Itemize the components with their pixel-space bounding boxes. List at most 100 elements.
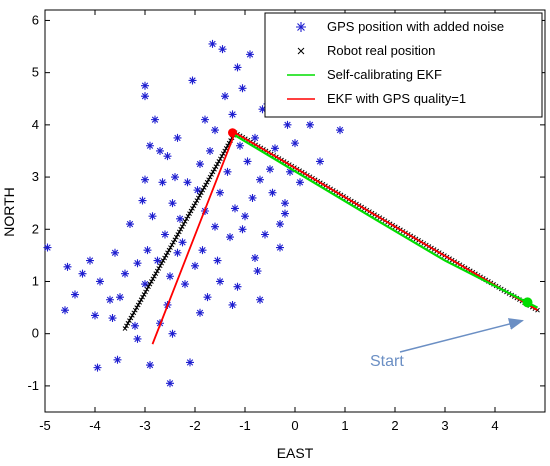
robot-marker [181,221,187,227]
robot-marker [207,174,213,180]
gps-point [201,115,209,124]
gps-point [168,329,177,338]
gps-point [141,175,149,184]
gps-point [163,152,172,161]
gps-point [161,230,169,239]
gps-point [246,50,254,59]
y-tick-label: 4 [32,117,39,132]
gps-point [78,269,87,278]
gps-point [211,222,219,231]
robot-marker [188,208,194,214]
x-tick-label: -1 [239,418,251,433]
gps-point [171,173,179,182]
gps-point [243,157,252,166]
robot-marker [122,326,128,331]
gps-point [113,355,122,364]
gps-point [271,144,279,153]
gps-point [146,361,154,370]
gps-point [186,358,194,367]
gps-point [121,269,129,278]
gps-point [291,139,299,148]
robot-marker [182,219,188,224]
robot-marker [163,253,169,258]
gps-point [283,120,292,129]
robot-marker [201,185,207,190]
robot-marker [187,211,192,216]
robot-marker [190,206,195,211]
y-tick-label: 0 [32,326,39,341]
x-tick-label: 3 [441,418,448,433]
gps-point [266,165,274,174]
robot-marker [173,234,179,240]
gps-point [86,256,94,265]
robot-marker [185,213,191,219]
robot-marker [138,297,144,303]
start-label: Start [370,353,404,370]
robot-marker [124,323,129,329]
robot-marker [128,315,134,321]
gps-point [281,209,289,218]
robot-marker [194,198,200,203]
gps-point [211,126,219,135]
gps-point [261,230,269,239]
gps-point [133,259,142,268]
robot-marker [165,250,170,256]
gps-point [166,272,174,281]
gps-point [191,261,199,270]
gps-point [158,178,167,187]
robot-marker [219,153,225,159]
ekf-start-blob [522,297,533,308]
gps-point [213,256,222,265]
gps-point [131,321,139,330]
x-tick-label: 2 [391,418,398,433]
x-tick-label: -2 [189,418,201,433]
robot-marker [134,305,140,310]
robot-marker [210,169,216,175]
robot-marker [172,237,178,243]
legend-marker-gps [296,22,306,32]
robot-marker [168,245,173,250]
legend-label: Self-calibrating EKF [327,67,442,82]
gps-point [181,280,189,289]
gps-point [286,167,294,176]
robot-marker [144,286,150,292]
gps-point [241,212,249,221]
robot-marker [132,307,138,313]
y-tick-label: -1 [27,378,39,393]
gps-point [233,63,242,72]
gps-point [203,293,212,302]
gps-point [228,300,237,309]
robot-marker [220,151,226,156]
gps-point [206,146,214,155]
x-tick-label: -5 [39,418,51,433]
robot-marker [191,203,197,209]
robot-marker [213,164,219,169]
robot-marker [151,273,157,279]
gps-point [218,45,227,54]
self-calibrating-ekf-series [234,134,538,309]
gps-point [221,92,229,101]
gps-point [251,253,259,262]
x-tick-label: -4 [89,418,101,433]
gps-point [208,39,217,48]
gps-point [251,133,259,142]
gps-point [196,308,204,317]
robot-marker [162,255,167,261]
robot-marker [127,318,132,323]
robot-marker [217,156,223,162]
robot-marker [216,159,222,164]
robot-marker [146,284,151,290]
gps-point [236,141,244,150]
gps-point [166,379,174,388]
gps-point [231,204,239,213]
gps-point [183,178,192,187]
gps-point [336,126,344,135]
gps-point [71,290,79,299]
gps-point [276,220,284,229]
gps-point [281,199,289,208]
robot-marker [141,292,147,297]
gps-point [93,363,102,372]
robot-marker [150,276,156,282]
robot-marker [206,177,211,183]
